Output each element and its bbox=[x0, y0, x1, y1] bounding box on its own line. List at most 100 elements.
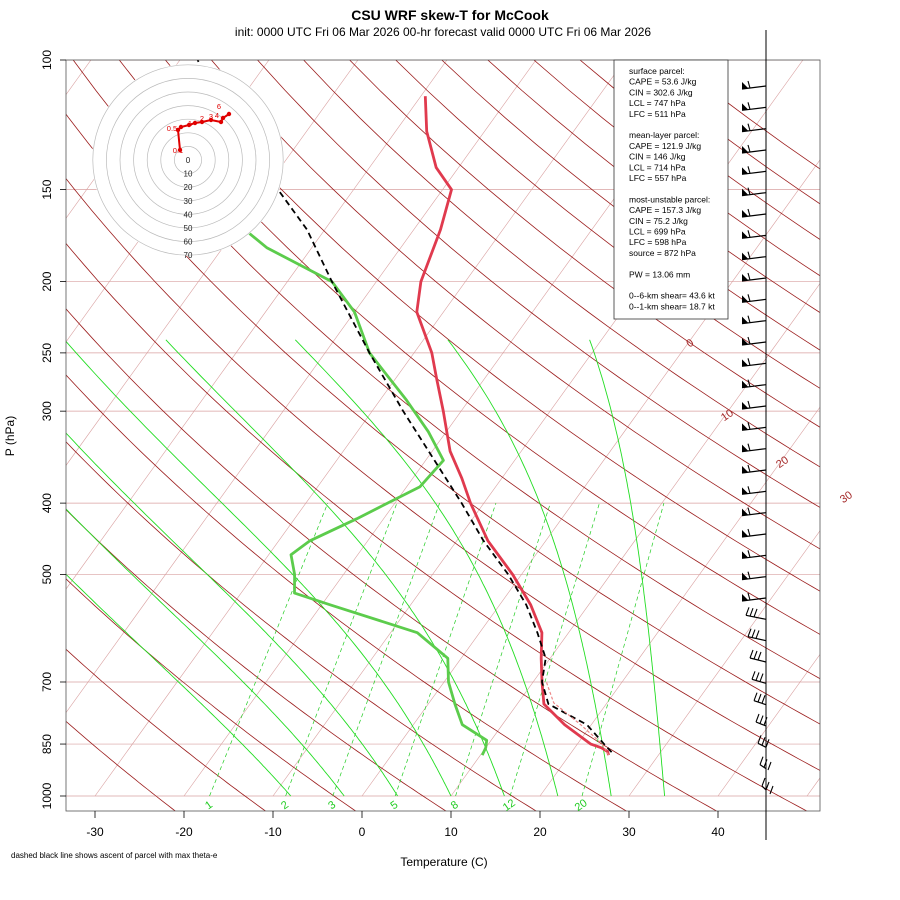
dry-adiabat bbox=[66, 113, 820, 725]
hodograph-point-label: 2 bbox=[200, 114, 204, 123]
info-line: most-unstable parcel: bbox=[629, 194, 710, 204]
dry-adiabat bbox=[303, 60, 820, 468]
info-line: mean-layer parcel: bbox=[629, 130, 699, 140]
info-line: CAPE = 157.3 J/kg bbox=[629, 205, 701, 215]
dry-adiabat bbox=[66, 374, 628, 811]
wind-barb bbox=[741, 166, 767, 175]
dry-adiabat bbox=[66, 648, 267, 811]
isotherm-label: 10 bbox=[719, 407, 736, 424]
mixing-ratio-label: 5 bbox=[389, 799, 401, 812]
mixing-ratio-line bbox=[394, 503, 497, 797]
x-tick-label: -20 bbox=[175, 825, 193, 839]
moist-adiabat bbox=[447, 339, 612, 797]
info-line: PW = 13.06 mm bbox=[629, 269, 690, 279]
hodograph-point bbox=[218, 119, 224, 125]
mixing-ratio-line bbox=[332, 502, 440, 797]
hodograph-ring-label: 50 bbox=[184, 224, 193, 233]
info-line: LCL = 699 hPa bbox=[629, 227, 686, 237]
mixing-ratio-line bbox=[285, 502, 398, 797]
x-tick-label: 30 bbox=[622, 825, 636, 839]
mixing-ratio-label: 3 bbox=[326, 799, 338, 812]
hodograph-point-label: 3 bbox=[209, 112, 213, 121]
wind-barb bbox=[741, 144, 767, 154]
dry-adiabat bbox=[118, 60, 820, 635]
hodograph-point bbox=[177, 147, 183, 153]
hodograph-point bbox=[175, 127, 181, 133]
dry-adiabat bbox=[72, 60, 820, 680]
dry-adiabat bbox=[395, 60, 820, 389]
y-tick-label: 200 bbox=[40, 271, 54, 291]
hodograph-point-label: 6 bbox=[217, 102, 221, 111]
wind-barb bbox=[741, 507, 767, 517]
wind-barb bbox=[741, 400, 767, 410]
moist-adiabat bbox=[66, 432, 398, 797]
dry-adiabat bbox=[66, 509, 447, 811]
hodograph-point bbox=[220, 115, 226, 121]
hodograph-ring bbox=[174, 146, 202, 174]
surface-parcel-line bbox=[545, 681, 610, 756]
mixing-ratio-label: 2 bbox=[279, 799, 291, 812]
mixing-ratio-line bbox=[509, 503, 600, 797]
isotherm-line bbox=[806, 777, 820, 797]
y-tick-label: 150 bbox=[40, 179, 54, 199]
wind-barb bbox=[747, 628, 767, 642]
x-axis-label: Temperature (C) bbox=[400, 855, 487, 869]
dry-adiabat bbox=[66, 178, 820, 771]
hodograph-ring-label: 70 bbox=[184, 251, 193, 260]
wind-barb bbox=[741, 315, 767, 325]
info-line: 0--1-km shear= 18.7 kt bbox=[629, 301, 715, 311]
sounding-profiles bbox=[196, 60, 613, 756]
isotherm-line bbox=[717, 653, 820, 797]
hodograph-ring-label: 30 bbox=[184, 197, 193, 206]
y-tick-label: 300 bbox=[40, 401, 54, 421]
y-tick-label: 100 bbox=[40, 50, 54, 70]
dry-adiabat bbox=[349, 60, 820, 428]
isotherm-label: 30 bbox=[838, 489, 855, 506]
hodograph-point bbox=[226, 111, 232, 117]
footnote: dashed black line shows ascent of parcel… bbox=[11, 851, 218, 860]
isotherm-line bbox=[628, 530, 820, 797]
mixing-ratio-label: 20 bbox=[573, 797, 590, 814]
dry-adiabat bbox=[66, 578, 357, 811]
dry-adiabat bbox=[211, 60, 820, 550]
wind-barb bbox=[741, 336, 767, 346]
wind-barb bbox=[741, 272, 767, 282]
wind-barb bbox=[741, 208, 767, 218]
hodograph-point-label: 4 bbox=[215, 111, 219, 120]
wind-barb bbox=[761, 777, 774, 795]
hodograph-point-label: 0.1 bbox=[173, 146, 183, 155]
dry-adiabat bbox=[66, 308, 718, 811]
wind-barb bbox=[741, 592, 767, 602]
info-line: surface parcel: bbox=[629, 66, 685, 76]
wind-barb bbox=[741, 123, 767, 133]
temperature-line bbox=[415, 96, 610, 756]
info-line: CAPE = 53.6 J/kg bbox=[629, 77, 697, 87]
moist-adiabat bbox=[165, 339, 505, 797]
hodograph-ring-label: 60 bbox=[184, 238, 193, 247]
isotherm-line bbox=[0, 60, 2, 796]
wind-barbs bbox=[741, 30, 774, 840]
hodograph-point bbox=[178, 124, 184, 130]
hodograph-ring bbox=[133, 105, 243, 215]
x-tick-label: 40 bbox=[711, 825, 725, 839]
info-line: CIN = 302.6 J/kg bbox=[629, 87, 693, 97]
hodograph-ring bbox=[92, 64, 284, 256]
parcel-ascent-line bbox=[196, 60, 613, 753]
hodograph-ring bbox=[119, 91, 257, 229]
wind-barb bbox=[741, 379, 767, 389]
wind-barb bbox=[741, 464, 767, 474]
moist-adiabat bbox=[66, 573, 292, 797]
wind-barb bbox=[753, 692, 767, 706]
y-tick-label: 700 bbox=[40, 672, 54, 692]
hodograph-ring-label: 20 bbox=[184, 183, 193, 192]
hodograph-ring-label: 0 bbox=[186, 156, 191, 165]
wind-barb bbox=[759, 756, 772, 771]
moist-adiabat bbox=[66, 340, 452, 797]
wind-barb bbox=[741, 230, 767, 239]
dry-adiabat bbox=[66, 720, 176, 811]
isotherm-line bbox=[450, 282, 820, 797]
info-line: 0--6-km shear= 43.6 kt bbox=[629, 291, 715, 301]
hodograph-point bbox=[186, 122, 192, 128]
hodograph-point bbox=[192, 120, 198, 126]
